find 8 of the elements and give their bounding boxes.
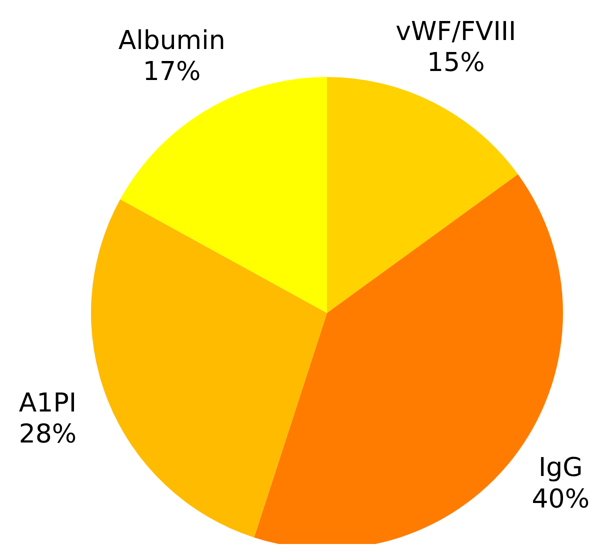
slice-label: IgG <box>538 453 583 484</box>
data-label: 15% <box>427 48 485 78</box>
data-label: 28% <box>18 420 77 450</box>
slice-label: A1PI <box>18 388 77 418</box>
slice-label: vWF/FVIII <box>396 16 516 47</box>
data-label: 17% <box>142 57 201 88</box>
slice-label: Albumin <box>118 26 226 56</box>
data-label: 40% <box>532 484 590 514</box>
